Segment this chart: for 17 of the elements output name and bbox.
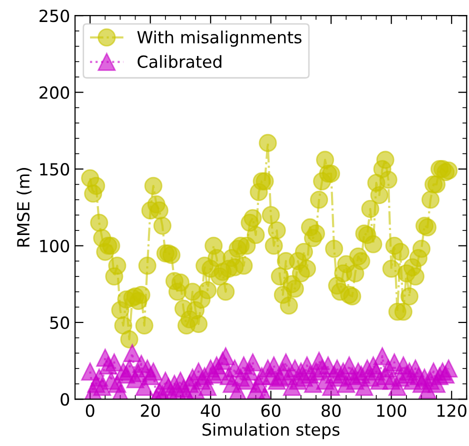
legend-label: With misalignments [137,30,302,47]
y-tick-label: 150 [40,162,70,176]
x-tick-label: 20 [140,404,160,417]
x-tick-label: 60 [261,404,280,417]
y-tick-label: 50 [50,316,70,330]
legend-label: Calibrated [138,55,222,68]
y-axis-title: RMSE (m) [16,168,32,247]
x-tick-label: 40 [200,404,220,417]
x-tick-label: 0 [86,404,94,417]
x-tick-label: 100 [377,404,406,417]
y-tick-label: 200 [40,86,70,99]
x-tick-label: 120 [438,404,466,417]
x-tick-label: 80 [322,404,341,417]
x-axis-title: Simulation steps [202,422,340,440]
y-tick-label: 0 [60,393,70,406]
y-tick-label: 250 [40,10,70,22]
y-tick-label: 100 [40,240,70,252]
